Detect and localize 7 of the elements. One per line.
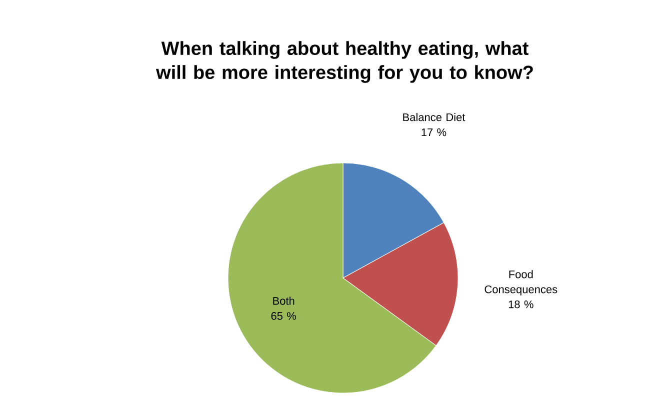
data-label: 65 % xyxy=(271,312,296,320)
data-label: 18 % xyxy=(508,300,534,308)
slice-label: Food Consequences xyxy=(484,270,558,296)
slice-label: Both xyxy=(273,296,294,305)
slice-label: Balance Diet xyxy=(403,113,466,122)
chart-title: When talking about healthy eating, what will be more interesting for you to know? xyxy=(156,41,533,83)
data-label: 17 % xyxy=(422,128,446,136)
